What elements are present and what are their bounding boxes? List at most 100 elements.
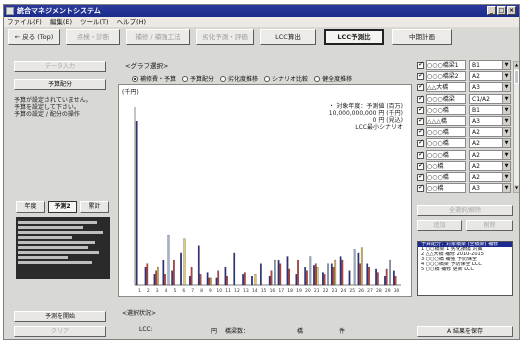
bridge-grade-select[interactable]: A2 ▼ (469, 149, 511, 160)
chart-bar (233, 252, 236, 286)
bridge-name: ○○橋 (426, 160, 466, 171)
menu-file[interactable]: ファイル(F) (7, 18, 42, 26)
bridge-grade-select[interactable]: A2 ▼ (469, 127, 511, 138)
chart-bar (279, 263, 282, 286)
bridge-checkbox[interactable] (417, 94, 424, 103)
chart-bar (304, 267, 307, 286)
close-button[interactable]: × (507, 6, 516, 15)
delete-button[interactable]: 削除 (466, 220, 513, 231)
chevron-down-icon[interactable]: ▼ (502, 105, 510, 114)
chart-bar (368, 267, 370, 286)
chevron-down-icon[interactable]: ▼ (502, 128, 510, 137)
bridge-checkbox[interactable] (417, 105, 424, 114)
menu-tools[interactable]: ツール(T) (80, 18, 109, 26)
period-year-button[interactable]: 年度 (16, 201, 45, 213)
minimize-button[interactable]: _ (487, 6, 496, 15)
radio-dot[interactable] (220, 75, 227, 82)
radio-deterioration[interactable]: 劣化度推移 (220, 74, 258, 83)
chart-bar (314, 263, 317, 286)
chevron-down-icon[interactable]: ▼ (502, 139, 510, 148)
back-button[interactable]: ← 戻る (Top) (8, 29, 60, 45)
radio-dot[interactable] (132, 75, 138, 82)
legend-line: 10,000,000,000 円 (千円) (328, 110, 403, 117)
chart-bar (208, 277, 211, 286)
period-predict-button[interactable]: 予測2 (48, 201, 77, 213)
radio-dot[interactable] (314, 75, 321, 82)
bridge-grade-select[interactable]: A3 ▼ (469, 82, 511, 93)
bridge-grade-select[interactable]: A2 ▼ (469, 71, 511, 82)
bridge-checkbox[interactable] (417, 71, 424, 81)
bridge-checkbox[interactable] (417, 60, 424, 69)
radio-soundness[interactable]: 健全度推移 (314, 74, 352, 83)
bridge-checkbox[interactable] (417, 172, 424, 181)
chevron-down-icon[interactable]: ▼ (502, 173, 510, 181)
repair-method-button[interactable]: 補修 / 補強工法 (126, 29, 190, 45)
chevron-down-icon[interactable]: ▼ (502, 184, 510, 193)
scroll-thumb[interactable] (514, 70, 519, 84)
result-list-item[interactable]: 4 ○○○橋梁 予防保全 LCC (421, 262, 482, 267)
scroll-up-icon[interactable]: ▲ (514, 62, 519, 69)
bridge-checkbox[interactable] (417, 127, 424, 137)
result-list-item[interactable]: 1 ○○橋梁 1 劣化損傷 対策 (421, 247, 483, 252)
bridge-checkbox[interactable] (417, 82, 424, 92)
lcc-predict-button[interactable]: LCC予測比 (324, 29, 384, 45)
bridge-count-label: 橋梁数： (225, 328, 250, 335)
bridge-name: ○○○橋梁1 (426, 60, 466, 70)
radio-scenario[interactable]: シナリオ比較 (264, 74, 308, 83)
bridge-row: ○○○橋梁1 B1 ▼ (417, 60, 511, 71)
period-total-button[interactable]: 累計 (80, 201, 109, 213)
result-list-item[interactable]: 2 △△大橋 補修 2010-2015 (421, 252, 484, 257)
chevron-down-icon[interactable]: ▼ (502, 117, 510, 125)
bridge-unit-label: 橋 (297, 328, 304, 335)
chart-bar (313, 265, 315, 286)
scroll-down-icon[interactable]: ▼ (514, 185, 519, 192)
x-tick-label: 2 (147, 288, 150, 294)
chevron-down-icon[interactable]: ▼ (502, 72, 510, 81)
bridge-grade-select[interactable]: A2 ▼ (469, 160, 511, 171)
result-list-item[interactable]: 3 ○○○橋 補強 予防保全 (421, 257, 478, 262)
bridge-grade-select[interactable]: A2 ▼ (469, 172, 511, 182)
chart-bar (339, 256, 342, 286)
save-result-button[interactable]: A 結果を保存 (417, 326, 513, 337)
bridge-grade-select[interactable]: A2 ▼ (469, 138, 511, 149)
bridge-grade-select[interactable]: C1/A2 ▼ (469, 93, 511, 104)
start-prediction-button[interactable]: 予測を開始 (14, 311, 106, 322)
result-list[interactable]: 予算配分：対象橋梁 (全橋梁) 補修 1 ○○橋梁 1 劣化損傷 対策 2 △△大橋… (417, 241, 513, 296)
chevron-down-icon[interactable]: ▼ (502, 94, 510, 103)
bridge-grade-value: A3 (472, 185, 480, 193)
bridge-grade-select[interactable]: B1 ▼ (469, 104, 511, 115)
bridge-checkbox[interactable] (417, 183, 424, 193)
bridge-checkbox[interactable] (417, 116, 424, 125)
result-list-item[interactable]: 予算配分：対象橋梁 (全橋梁) 補修 (418, 242, 512, 247)
maximize-button[interactable]: □ (497, 6, 506, 15)
bridge-checkbox[interactable] (417, 150, 424, 159)
menu-help[interactable]: ヘルプ(H) (116, 18, 147, 26)
bridge-grade-select[interactable]: A3 ▼ (469, 116, 511, 126)
radio-dot[interactable] (264, 75, 271, 82)
radio-budget-allocation[interactable]: 予算配分 (182, 74, 214, 83)
radio-dot[interactable] (182, 75, 189, 82)
add-button[interactable]: 追加 (417, 220, 462, 231)
deterioration-button[interactable]: 劣化予測・評価 (196, 29, 254, 45)
bridge-grade-select[interactable]: A3 ▼ (469, 183, 511, 194)
data-input-button[interactable]: データ入力 (14, 61, 106, 72)
select-all-button[interactable]: 全選択/解除 (417, 205, 513, 216)
clear-button[interactable]: クリア (14, 326, 106, 337)
bridge-grade-select[interactable]: B1 ▼ (469, 60, 511, 70)
budget-allocation-button[interactable]: 予算配分 (14, 79, 106, 90)
bridge-checkbox[interactable] (417, 138, 424, 148)
bridge-list-scrollbar[interactable]: ▲ ▼ (513, 61, 519, 193)
result-list-item[interactable]: 5 ○○橋 補修 更新 LCC (421, 267, 475, 272)
chart-bar (394, 275, 397, 286)
chevron-down-icon[interactable]: ▼ (502, 61, 510, 69)
bridge-checkbox[interactable] (417, 161, 424, 170)
chart-bar (277, 259, 280, 286)
chevron-down-icon[interactable]: ▼ (502, 150, 510, 159)
lcc-calc-button[interactable]: LCC算出 (260, 29, 316, 45)
chevron-down-icon[interactable]: ▼ (502, 161, 510, 170)
radio-cost-budget[interactable]: 補修費・予算 (132, 74, 176, 83)
menu-edit[interactable]: 編集(E) (49, 18, 72, 26)
midterm-plan-button[interactable]: 中期計画 (392, 29, 452, 45)
chevron-down-icon[interactable]: ▼ (502, 83, 510, 92)
inspection-button[interactable]: 点検・診断 (66, 29, 120, 45)
